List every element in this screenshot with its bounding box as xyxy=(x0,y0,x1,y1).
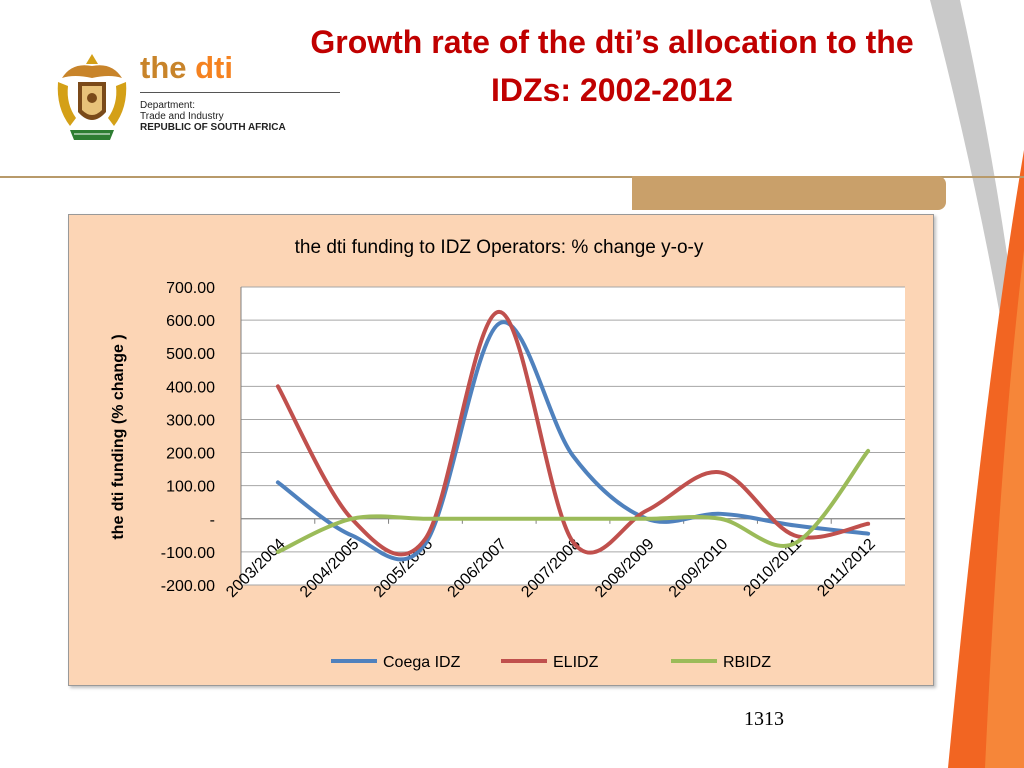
chart-legend: Coega IDZ ELIDZ RBIDZ xyxy=(331,654,771,671)
y-tick-label: 600.00 xyxy=(166,313,215,330)
y-tick-label: 500.00 xyxy=(166,346,215,363)
y-tick-label: 300.00 xyxy=(166,412,215,429)
y-tick-label: - xyxy=(210,512,215,529)
header-divider xyxy=(0,176,1024,178)
y-tick-label: 200.00 xyxy=(166,446,215,463)
line-chart: the dti funding to IDZ Operators: % chan… xyxy=(110,237,905,671)
plot-area: 700.00 600.00 500.00 400.00 300.00 200.00 100.… xyxy=(161,280,905,601)
chart-title: the dti funding to IDZ Operators: % chan… xyxy=(295,237,704,258)
y-axis-label: the dti funding (% change ) xyxy=(110,334,127,539)
series-line-elidz xyxy=(275,309,871,557)
chart-panel: the dti funding to IDZ Operators: % chan… xyxy=(68,214,934,686)
header-accent-bar xyxy=(632,176,946,210)
y-tick-label: 700.00 xyxy=(166,280,215,297)
legend-label-elidz: ELIDZ xyxy=(553,654,599,671)
logo-divider xyxy=(140,92,340,93)
slide-title: Growth rate of the dti’s allocation to t… xyxy=(310,24,914,108)
coat-of-arms-icon xyxy=(57,54,127,140)
y-tick-label: -100.00 xyxy=(161,545,215,562)
page-number: 1313 xyxy=(744,708,784,730)
y-tick-label: 100.00 xyxy=(166,479,215,496)
legend-label-coega-idz: Coega IDZ xyxy=(383,654,461,671)
dept-line-2: Trade and Industry xyxy=(140,111,224,122)
dept-line-3: REPUBLIC OF SOUTH AFRICA xyxy=(140,122,286,133)
brand-prefix: the xyxy=(140,50,196,85)
dti-logo: the dti Department: Trade and Industry R… xyxy=(52,48,340,148)
dept-line-1: Department: xyxy=(140,100,196,111)
brand-name: the dti xyxy=(140,50,233,86)
legend-label-rbidz: RBIDZ xyxy=(723,654,771,671)
series-line-coega-idz xyxy=(275,320,871,562)
brand-dti: dti xyxy=(195,50,233,85)
department-text: Department: Trade and Industry REPUBLIC … xyxy=(140,100,286,133)
y-tick-label: -200.00 xyxy=(161,578,215,595)
series-line-rbidz xyxy=(275,448,871,554)
y-tick-label: 400.00 xyxy=(166,379,215,396)
